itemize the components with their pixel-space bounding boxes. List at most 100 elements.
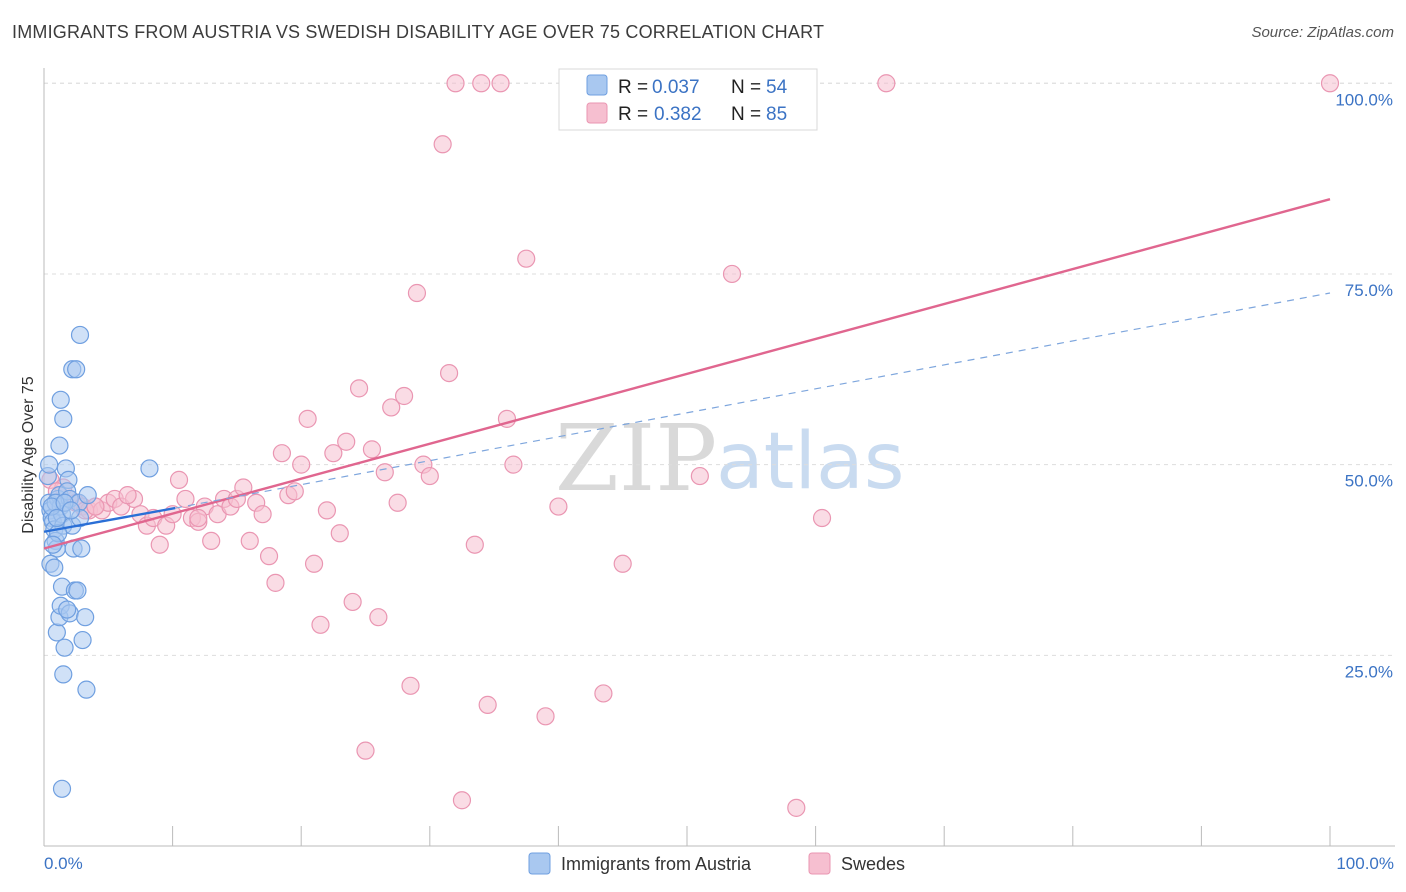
legend-r-label-2: R = (618, 104, 648, 125)
point-swedes (330, 524, 349, 543)
point-swedes (388, 493, 407, 512)
point-swedes (382, 398, 401, 417)
point-swedes (202, 531, 221, 551)
series-legend-swatch-austria (528, 852, 551, 875)
point-swedes (362, 440, 382, 459)
chart-title: IMMIGRANTS FROM AUSTRIA VS SWEDISH DISAB… (12, 22, 825, 42)
trend-line-austria (43, 506, 176, 533)
point-austria (67, 360, 86, 379)
point-swedes (613, 554, 632, 573)
point-swedes (292, 455, 311, 474)
point-swedes (240, 531, 259, 551)
legend-r-value-2: 0.382 (654, 104, 702, 125)
point-austria (54, 665, 73, 684)
x-axis-ticks (43, 826, 1331, 846)
trend-lines (43, 198, 1331, 550)
y-axis-label: Disability Age Over 75 (20, 376, 37, 534)
legend-r-value-1: 0.037 (652, 77, 700, 98)
point-swedes (259, 547, 279, 566)
point-austria (61, 501, 81, 520)
point-swedes (1320, 74, 1340, 93)
source-credit: Source: ZipAtlas.com (1251, 24, 1394, 41)
trend-line-swedes (43, 198, 1331, 550)
series-legend-swatch-swedes (808, 852, 831, 875)
trend-line-austria-extrapolated (175, 292, 1331, 509)
point-swedes (118, 486, 137, 505)
y-tick-label-100: 100.0% (1335, 90, 1393, 109)
legend-r-label-1: R = (618, 77, 648, 98)
point-austria (51, 390, 70, 409)
point-swedes (812, 508, 832, 528)
point-swedes (266, 573, 285, 592)
point-swedes (478, 695, 497, 714)
series-austria-points (38, 325, 159, 798)
point-swedes (343, 592, 362, 612)
y-tick-label-25: 25.0% (1345, 662, 1393, 681)
point-swedes (253, 505, 272, 524)
point-swedes (349, 379, 369, 398)
series-legend-label-swedes: Swedes (841, 854, 905, 874)
point-austria (40, 455, 59, 474)
point-swedes (272, 444, 292, 463)
point-austria (70, 325, 90, 345)
point-swedes (722, 264, 742, 284)
point-austria (76, 608, 95, 627)
x-tick-label-max: 100.0% (1336, 854, 1394, 873)
legend-swatch-pink (586, 102, 608, 124)
legend-swatch-blue (586, 74, 608, 96)
legend-n-label-2: N = (731, 104, 761, 125)
legend-n-value-1: 54 (766, 77, 788, 98)
point-austria (58, 600, 77, 619)
point-swedes (594, 684, 613, 703)
point-swedes (298, 409, 317, 428)
point-swedes (549, 497, 568, 516)
point-swedes (504, 455, 523, 474)
point-swedes (356, 741, 375, 760)
point-austria (77, 680, 96, 699)
point-austria (140, 459, 159, 478)
point-swedes (465, 535, 484, 554)
point-austria (45, 558, 64, 577)
point-swedes (176, 489, 195, 509)
point-swedes (311, 615, 330, 634)
y-tick-label-75: 75.0% (1345, 281, 1393, 300)
series-legend: Immigrants from Austria Swedes (528, 852, 905, 875)
point-swedes (375, 463, 394, 482)
grid-lines (44, 82, 1395, 656)
point-swedes (420, 466, 439, 486)
point-austria (68, 581, 87, 600)
point-swedes (690, 466, 709, 486)
correlation-legend: R = 0.037 N = 54 R = 0.382 N = 85 (558, 68, 818, 131)
point-austria (47, 623, 66, 642)
point-swedes (189, 508, 208, 528)
point-swedes (304, 554, 324, 573)
point-swedes (491, 74, 510, 93)
point-swedes (433, 135, 452, 154)
point-swedes (472, 74, 491, 93)
legend-n-value-2: 85 (766, 104, 787, 125)
point-austria (78, 486, 97, 505)
point-swedes (517, 249, 536, 268)
point-swedes (439, 363, 459, 383)
point-austria (73, 630, 92, 650)
point-swedes (877, 74, 896, 93)
point-austria (50, 436, 69, 455)
y-axis-tick-labels: 25.0% 50.0% 75.0% 100.0% (1335, 90, 1393, 681)
point-austria (54, 409, 73, 428)
legend-n-label-1: N = (731, 77, 761, 98)
point-swedes (452, 791, 472, 810)
watermark-atlas: atlas (716, 417, 905, 507)
point-swedes (169, 470, 189, 489)
point-swedes (394, 386, 414, 406)
watermark-zip: ZIP (555, 405, 717, 512)
point-swedes (317, 501, 337, 520)
point-swedes (401, 676, 420, 695)
point-swedes (324, 444, 343, 463)
point-austria (72, 539, 91, 558)
y-tick-label-50: 50.0% (1345, 472, 1393, 491)
point-austria (55, 638, 74, 657)
x-tick-label-min: 0.0% (44, 854, 83, 873)
series-legend-label-austria: Immigrants from Austria (561, 854, 752, 874)
point-swedes (150, 535, 169, 554)
